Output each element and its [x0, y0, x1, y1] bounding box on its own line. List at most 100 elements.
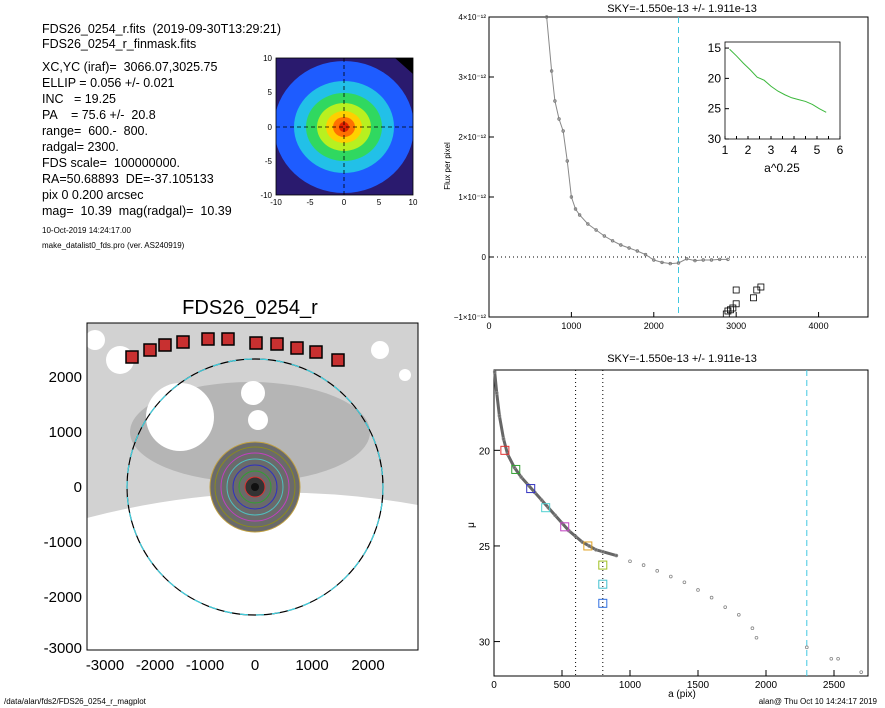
inset-ytick: 30: [708, 132, 722, 146]
flux-profile-line: [546, 16, 728, 265]
flux-point: [610, 239, 615, 243]
mask-marker: [249, 336, 263, 350]
inset-xtick: 3: [768, 143, 775, 157]
inset-profile-line: [729, 48, 827, 113]
info-line: INC = 19.25: [42, 92, 116, 106]
image-ytick: -2000: [44, 589, 82, 606]
mu-ytick: 20: [479, 446, 491, 457]
mask-marker: [201, 332, 215, 346]
mask-circle: [146, 383, 214, 451]
flux-point: [573, 207, 578, 211]
isophote: [232, 464, 278, 510]
mu-point: [553, 513, 557, 518]
mu-marker: [598, 598, 608, 608]
flux-xtick: 0: [486, 321, 491, 331]
contour-ytick: -10: [260, 191, 272, 200]
mu-ytick: 30: [479, 638, 491, 649]
flux-point: [668, 261, 672, 266]
mu-point: [682, 580, 687, 585]
flux-point: [586, 222, 590, 226]
flux-point: [643, 252, 648, 257]
flux-outlier: [732, 286, 740, 294]
mask-marker: [270, 337, 284, 351]
contour-corner: [395, 58, 413, 74]
info-line: FDS26_0254_r.fits (2019-09-30T13:29:21): [42, 22, 282, 36]
mu-marker: [583, 541, 593, 551]
mu-marker: [598, 560, 608, 570]
flux-point: [549, 69, 554, 73]
contour-xtick: 10: [409, 198, 418, 207]
info-line: range= 600.- 800.: [42, 124, 148, 138]
flux-point: [676, 261, 681, 265]
mu-point: [501, 437, 506, 441]
inset-frame: [724, 41, 841, 140]
info-line: radgal= 2300.: [42, 140, 119, 154]
flux-point: [565, 159, 569, 163]
flux-title: SKY=-1.550e-13 +/- 1.911e-13: [607, 3, 757, 15]
mu-point: [497, 414, 502, 418]
footer-timestamp: alan@ Thu Oct 10 14:24:17 2019: [758, 697, 877, 706]
contour-plot: -10 -5 0 5 10 10 5 0 -5 -10: [260, 54, 418, 207]
image-ytick: 2000: [49, 369, 82, 386]
inset-xtick: 2: [745, 143, 752, 157]
mask-marker: [143, 343, 157, 357]
mu-marker: [526, 484, 536, 494]
mu-title: SKY=-1.550e-13 +/- 1.911e-13: [607, 353, 757, 365]
mu-point: [512, 465, 517, 470]
contour-xtick: -10: [270, 198, 282, 207]
mu-marker: [598, 579, 608, 589]
mask-marker: [158, 338, 172, 352]
info-line: pix 0 0.200 arcsec: [42, 188, 144, 202]
inset-xlabel: a^0.25: [764, 161, 800, 175]
image-frame: [86, 322, 419, 651]
mu-point: [655, 569, 660, 573]
flux-profile-chart: SKY=-1.550e-13 +/- 1.911e-13 Flux per pi…: [443, 3, 869, 331]
flux-point: [652, 258, 656, 262]
mu-point: [601, 549, 605, 554]
image-ytick: -1000: [44, 534, 82, 551]
flux-point: [660, 260, 664, 265]
inset-chart: 1 2 3 4 5 6 15 20 25 30 a^0.25: [708, 41, 844, 175]
flux-xtick: 2000: [644, 321, 664, 331]
mask-marker: [331, 353, 345, 367]
mu-xtick: 1000: [619, 680, 642, 691]
mask-circle: [399, 369, 411, 381]
isophote: [220, 452, 290, 522]
inset-ytick: 20: [708, 71, 722, 85]
mu-marker: [560, 522, 570, 532]
mu-point: [804, 645, 809, 650]
image-xtick: 1000: [295, 657, 328, 674]
radgal-circle: [126, 358, 384, 616]
mask-marker: [125, 350, 139, 364]
flux-point: [553, 99, 557, 103]
mu-marker: [500, 445, 510, 455]
mu-point: [641, 563, 646, 567]
flux-point: [693, 258, 697, 263]
mu-xtick: 2500: [823, 680, 846, 691]
mask-circle: [87, 330, 105, 350]
mu-marker: [511, 464, 521, 474]
mu-profile-line: [493, 370, 618, 558]
isophote: [209, 441, 301, 533]
mask-marker: [309, 345, 323, 359]
flux-point: [635, 249, 640, 253]
mu-point: [723, 605, 728, 609]
flux-ytick: −1×10⁻¹²: [454, 313, 487, 322]
contour-ytick: 0: [268, 123, 273, 132]
flux-outlier: [732, 300, 740, 308]
inset-xtick: 1: [722, 143, 729, 157]
mu-point: [519, 475, 523, 479]
mu-point: [614, 553, 619, 558]
flux-outlier: [727, 306, 734, 314]
mu-ytick: 25: [479, 542, 491, 553]
inset-ytick: 15: [708, 41, 722, 55]
mu-ylabel: μ: [466, 522, 477, 528]
contour-ytick: -5: [265, 157, 273, 166]
mu-xtick: 1500: [687, 680, 710, 691]
mu-point: [628, 559, 632, 564]
flux-point: [709, 258, 714, 262]
isophote: [238, 470, 272, 504]
mask-circle: [248, 410, 268, 430]
isophote: [214, 446, 296, 528]
mu-point: [539, 498, 544, 502]
